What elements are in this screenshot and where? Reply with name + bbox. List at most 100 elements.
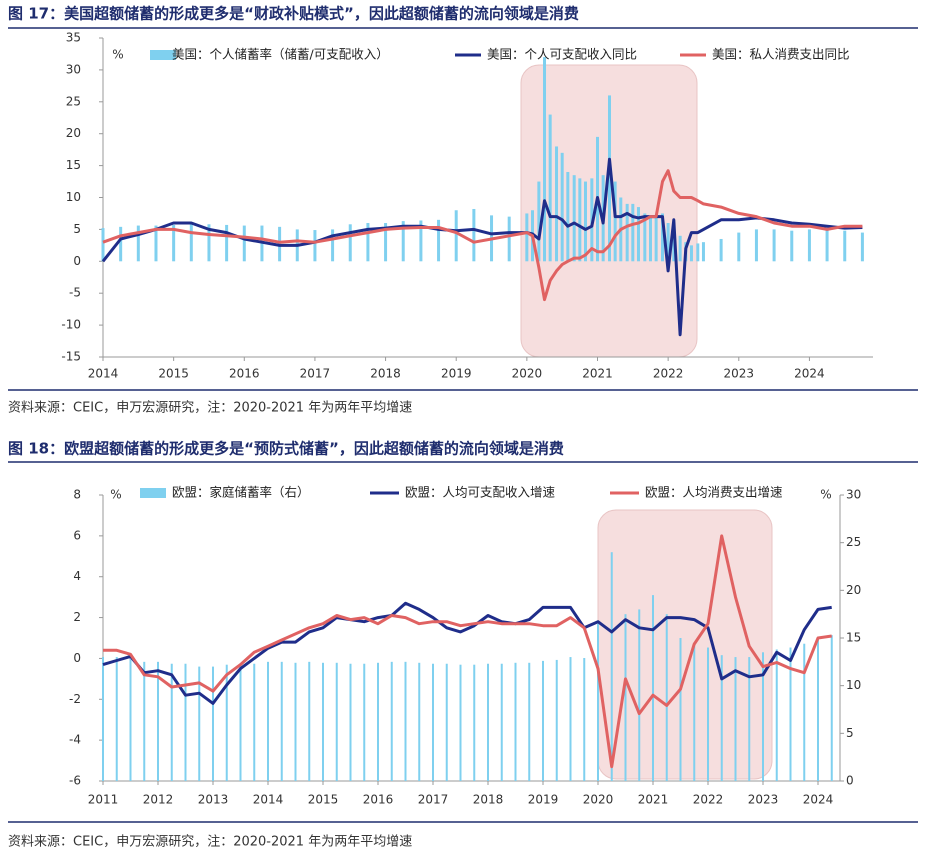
- bar: [189, 224, 193, 262]
- bar: [101, 228, 105, 262]
- y2-tick-label: 15: [846, 631, 861, 645]
- bar: [404, 661, 407, 781]
- bar: [701, 242, 705, 262]
- y-tick-label: 20: [66, 126, 81, 140]
- chart-title: 图 18：欧盟超额储蓄的形成更多是“预防式储蓄”，因此超额储蓄的流向领域是消费: [8, 440, 564, 458]
- bar: [654, 216, 658, 262]
- bar: [242, 225, 246, 262]
- y-tick-label: 35: [66, 31, 81, 45]
- source-note: 资料来源：CEIC，申万宏源研究，注：2020-2021 年为两年平均增速: [8, 401, 412, 416]
- bar: [445, 663, 448, 781]
- bar: [569, 657, 572, 781]
- bar: [419, 220, 423, 262]
- legend-label: 美国：个人储蓄率（储蓄/可支配收入）: [172, 47, 389, 62]
- bar: [487, 663, 489, 781]
- x-tick-label: 2022: [653, 367, 684, 381]
- y-tick-label: 6: [73, 528, 81, 542]
- bar: [643, 213, 647, 262]
- bar: [648, 216, 652, 262]
- bar: [555, 146, 559, 262]
- bar: [636, 207, 640, 262]
- bar: [207, 224, 211, 262]
- bar: [136, 225, 140, 262]
- bar: [473, 664, 476, 781]
- bar: [843, 230, 847, 262]
- y-unit: %: [110, 488, 121, 502]
- y2-tick-label: 5: [846, 726, 854, 740]
- bar: [154, 225, 158, 262]
- bar: [528, 662, 531, 781]
- bar: [807, 229, 811, 262]
- bar: [459, 664, 462, 781]
- x-tick-label: 2024: [803, 793, 834, 807]
- bar: [225, 664, 228, 781]
- legend-label: 美国：个人可支配收入同比: [487, 47, 637, 62]
- bar: [734, 657, 737, 781]
- bar: [693, 644, 696, 781]
- bar: [115, 657, 118, 781]
- legend-swatch: [150, 50, 176, 60]
- bar: [525, 213, 529, 262]
- y-tick-label: 15: [66, 158, 81, 172]
- bar: [184, 663, 187, 781]
- bar: [313, 230, 317, 262]
- line: [103, 534, 832, 769]
- x-tick-label: 2014: [88, 367, 119, 381]
- bar: [507, 216, 511, 262]
- bar: [170, 663, 173, 781]
- bar: [625, 203, 629, 262]
- x-tick-label: 2019: [441, 367, 472, 381]
- bar: [514, 662, 517, 781]
- bar: [566, 171, 570, 262]
- bar: [294, 662, 297, 781]
- bar: [253, 663, 256, 781]
- bar: [225, 224, 229, 262]
- bar: [349, 663, 352, 781]
- line: [102, 601, 832, 705]
- legend-label: 欧盟：人均可支配收入增速: [405, 485, 556, 500]
- bar: [366, 223, 370, 262]
- x-tick-label: 2015: [158, 367, 189, 381]
- y-unit: %: [112, 48, 123, 62]
- bar: [572, 175, 576, 262]
- bar: [472, 208, 476, 262]
- bar: [157, 661, 159, 781]
- bar: [608, 95, 612, 262]
- y-tick-label: 0: [73, 254, 81, 268]
- bar: [610, 552, 613, 781]
- bar: [348, 224, 352, 262]
- bar: [707, 647, 709, 781]
- bar: [624, 614, 627, 781]
- y2-tick-label: 25: [846, 535, 861, 549]
- x-tick-label: 2017: [300, 367, 331, 381]
- x-tick-label: 2011: [88, 793, 119, 807]
- bar: [280, 661, 283, 781]
- bar: [737, 232, 741, 262]
- x-tick-label: 2013: [198, 793, 229, 807]
- legend-swatch: [140, 488, 166, 498]
- x-tick-label: 2021: [638, 793, 669, 807]
- bar: [696, 243, 700, 262]
- bar: [789, 647, 792, 781]
- bar: [830, 635, 833, 781]
- y-tick-label: -4: [69, 733, 81, 747]
- y-tick-label: 2: [73, 610, 81, 624]
- x-tick-label: 2020: [583, 793, 614, 807]
- x-tick-label: 2015: [308, 793, 339, 807]
- bar: [555, 659, 558, 781]
- bar: [102, 657, 104, 781]
- bar: [212, 666, 214, 781]
- y-tick-label: 8: [73, 488, 81, 502]
- y-tick-label: -10: [61, 318, 81, 332]
- bar: [454, 210, 458, 262]
- source-note: 资料来源：CEIC，申万宏源研究，注：2020-2021 年为两年平均增速: [8, 835, 412, 850]
- bar: [578, 178, 582, 262]
- y2-unit: %: [820, 488, 831, 502]
- x-tick-label: 2016: [229, 367, 260, 381]
- bar: [432, 663, 434, 781]
- bar: [817, 638, 819, 781]
- bar: [583, 181, 587, 262]
- x-tick-label: 2023: [748, 793, 779, 807]
- bar: [631, 203, 635, 262]
